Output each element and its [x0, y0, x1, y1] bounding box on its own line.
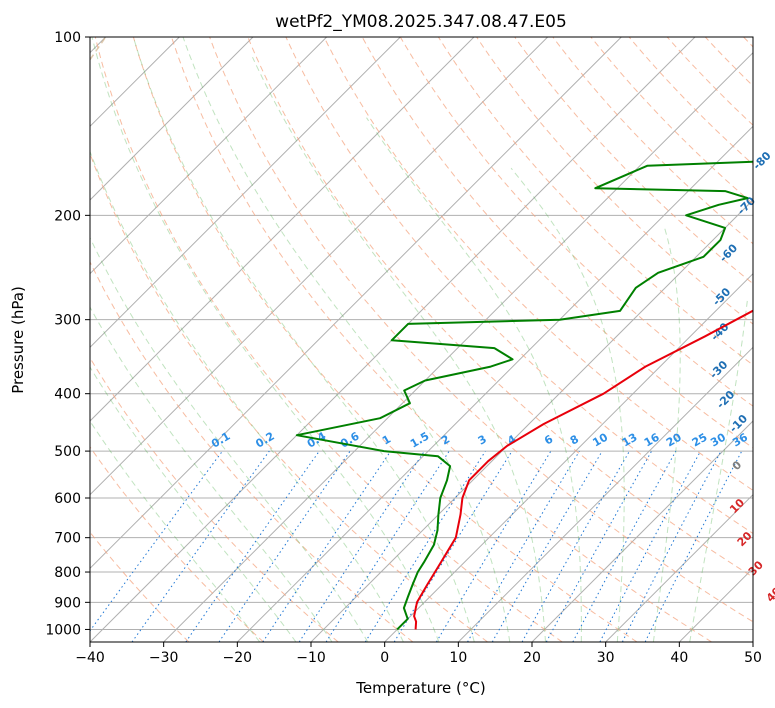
- isotherm-gridline: [90, 37, 401, 349]
- dry-adiabat-line: [361, 37, 753, 449]
- dry-adiabat-line: [90, 446, 264, 642]
- y-tick-label: 800: [54, 565, 81, 581]
- dry-adiabat-line: [209, 37, 753, 623]
- isotherm-gridline: [531, 420, 753, 642]
- mixing-ratio-line: [393, 450, 513, 642]
- y-tick-label: 500: [54, 444, 81, 460]
- mixing-ratio-line: [467, 450, 580, 642]
- isotherm-gridline: [457, 346, 753, 642]
- mixing-ratio-line: [325, 450, 450, 642]
- mixing-ratio-line: [90, 450, 223, 632]
- y-tick-label: 600: [54, 491, 81, 507]
- moist-adiabat-line: [689, 299, 748, 642]
- mixing-ratio-line: [185, 450, 320, 642]
- y-tick-label: 100: [54, 30, 81, 46]
- dry-adiabat-line: [399, 37, 753, 407]
- isotherm-gridline: [90, 37, 254, 201]
- mixing-ratio-line: [545, 450, 653, 642]
- mixing-ratio-line: [364, 450, 486, 642]
- x-tick-label: 30: [597, 650, 615, 666]
- x-tick-label: 20: [523, 650, 541, 666]
- x-tick-label: −10: [296, 650, 326, 666]
- x-tick-label: −20: [223, 650, 253, 666]
- isotherm-gridline: [605, 493, 753, 642]
- moist-adiabat-line: [252, 56, 546, 642]
- x-tick-label: 50: [744, 650, 762, 666]
- x-axis-title: Temperature (°C): [355, 679, 485, 697]
- mixing-ratio-line: [435, 450, 552, 642]
- dry-adiabat-line: [628, 37, 753, 166]
- profile-lines: [295, 160, 753, 631]
- y-tick-label: 200: [54, 208, 81, 224]
- isotherm-gridline: [90, 37, 328, 275]
- x-tick-label: −30: [149, 650, 179, 666]
- temperature-line: [413, 309, 753, 630]
- dry-adiabat-line: [476, 37, 753, 325]
- isotherm-gridline: [90, 37, 475, 422]
- isotherm-gridline: [90, 37, 622, 570]
- mixing-ratio-line: [131, 450, 270, 642]
- mixing-ratio-line: [521, 450, 630, 642]
- x-tick-label: 0: [380, 650, 389, 666]
- mixing-ratio-line: [298, 450, 425, 642]
- moist-adiabat-line: [182, 37, 511, 642]
- moist-adiabat-line: [91, 37, 440, 642]
- moist-adiabat-line: [510, 167, 625, 642]
- isotherm-gridline: [384, 272, 753, 642]
- y-axis-ticks: 100 200 300 400 500 600 700 800 900 1000: [45, 30, 90, 638]
- y-tick-label: 700: [54, 531, 81, 547]
- dry-adiabat-line: [90, 260, 414, 642]
- x-tick-label: 40: [670, 650, 688, 666]
- chart-title: wetPf2_YM08.2025.347.08.47.E05: [275, 12, 567, 32]
- mixing-ratio-line: [491, 450, 603, 642]
- x-tick-label: −40: [75, 650, 105, 666]
- y-tick-label: 900: [54, 595, 81, 611]
- dewpoint-line: [295, 160, 753, 631]
- y-tick-label: 400: [54, 387, 81, 403]
- y-tick-label: 1000: [45, 622, 81, 638]
- mixing-ratio-line: [572, 450, 677, 642]
- dry-adiabat-line: [94, 37, 563, 642]
- reference-lines: [90, 37, 753, 642]
- dry-adiabat-line: [132, 37, 638, 642]
- isotherm-gridline: [90, 37, 549, 496]
- moist-adiabat-line: [90, 150, 404, 642]
- isotherm-gridline: [236, 125, 753, 642]
- x-axis-ticks: −40 −30 −20 −10 0 10 20 30 40 50: [75, 642, 762, 666]
- isotherm-gridline: [163, 51, 753, 642]
- dry-adiabat-line: [323, 37, 753, 491]
- moist-adiabat-line: [132, 37, 475, 642]
- moist-adiabat-line: [90, 236, 369, 642]
- x-tick-label: 10: [449, 650, 467, 666]
- plot-frame: [89, 36, 754, 643]
- y-axis-title: Pressure (hPa): [9, 286, 27, 394]
- dry-adiabat-line: [247, 37, 753, 578]
- isotherm-label: 40: [764, 584, 775, 604]
- dry-adiabat-line: [514, 37, 753, 285]
- y-tick-label: 300: [54, 313, 81, 329]
